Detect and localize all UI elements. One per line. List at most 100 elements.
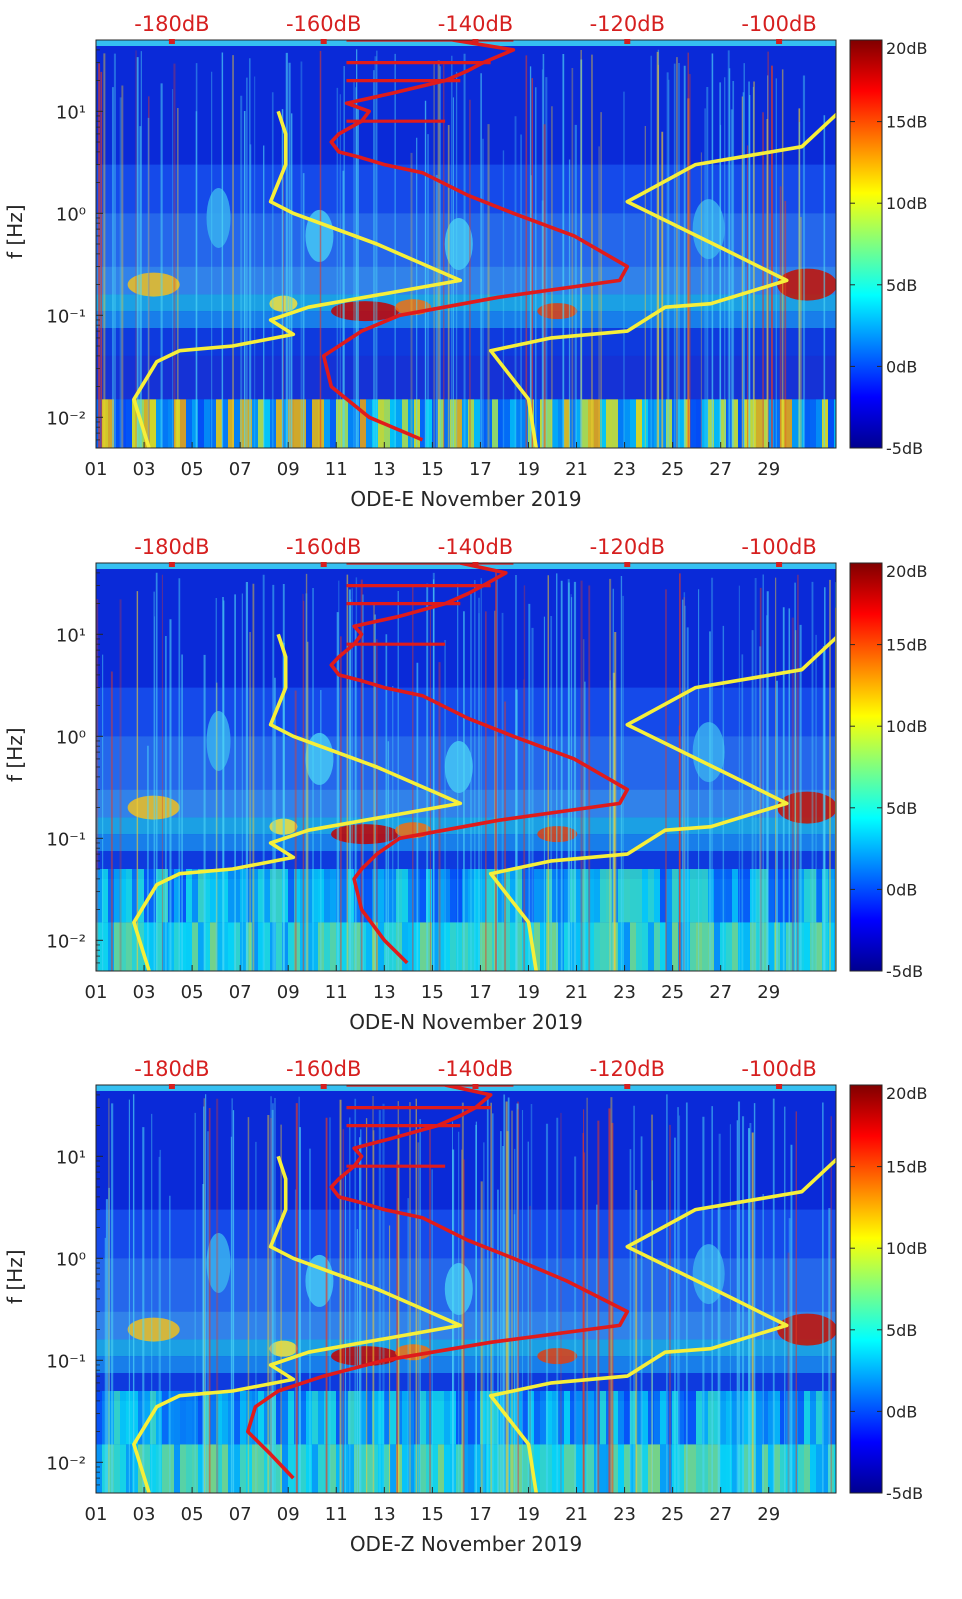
spectrogram-cell: [132, 869, 138, 923]
spectrogram-cell: [144, 1444, 150, 1493]
spectrogram-cell: [666, 1391, 672, 1445]
spectrogram-cell: [726, 922, 732, 971]
spectrogram-cell: [468, 1444, 474, 1493]
spectrogram-cell: [390, 1391, 396, 1445]
spectrogram-cell: [306, 1391, 312, 1445]
spectrogram-cell: [492, 399, 498, 448]
spectrogram-cell: [186, 869, 192, 923]
spectrogram-cell: [270, 922, 276, 971]
spectrogram-cell: [768, 922, 774, 971]
spectrogram-cell: [558, 1391, 564, 1445]
energy-blob: [777, 268, 836, 301]
spectrogram-cell: [714, 869, 720, 923]
colorbar-tick-label: -5dB: [886, 1484, 923, 1503]
db-tick-mark: [624, 39, 631, 44]
spectrogram-cell: [276, 869, 282, 923]
spectrogram-cell: [558, 1444, 564, 1493]
spectrogram-cell: [174, 869, 180, 923]
spectrogram-cell: [708, 922, 714, 971]
spectrogram-cell: [312, 1391, 318, 1445]
spectrogram-cell: [240, 1391, 246, 1445]
frequency-band: [96, 1356, 836, 1374]
energy-blob: [444, 741, 473, 793]
spectrogram-cell: [198, 869, 204, 923]
spectrogram-cell: [816, 1444, 822, 1493]
spectrogram-cell: [636, 922, 642, 971]
spectrogram-cell: [336, 1444, 342, 1493]
spectrogram-cell: [540, 1444, 546, 1493]
spectrogram-cell: [486, 1444, 492, 1493]
spectrogram-cell: [312, 922, 318, 971]
spectrogram-cell: [336, 869, 342, 923]
spectrogram-cell: [270, 1391, 276, 1445]
spectrogram-cell: [198, 922, 204, 971]
spectrogram-cell: [324, 922, 330, 971]
red-spectrum-curve: [329, 563, 630, 965]
spectrogram-cell: [720, 399, 726, 448]
spectrogram-cell: [456, 1391, 462, 1445]
spectrogram-cell: [396, 1391, 402, 1445]
db-tick-label: -120dB: [590, 535, 665, 559]
spectrogram-cell: [222, 1391, 228, 1445]
spectrogram-cell: [624, 399, 630, 448]
spectrogram-cell: [438, 399, 444, 448]
db-tick-mark: [624, 1084, 631, 1089]
spectrogram-cell: [516, 869, 522, 923]
spectrogram-cell: [240, 922, 246, 971]
spectrogram-cell: [570, 1444, 576, 1493]
spectrogram-cell: [318, 1444, 324, 1493]
spectrogram-cell: [534, 922, 540, 971]
energy-blob: [331, 301, 400, 322]
spectrogram-cell: [150, 1444, 156, 1493]
frequency-band: [96, 687, 836, 737]
panel-ode-e: 01 03 05 07 09 11 13 15 17 19 21 23 25 27 29 ODE-E Nove…: [3, 12, 928, 511]
yellow-noise-model-low: [132, 633, 463, 971]
y-tick-label: 10⁰: [56, 204, 86, 225]
spectrogram-cell: [174, 1391, 180, 1445]
spectrogram-cell: [330, 869, 336, 923]
spectrogram-cell: [564, 1391, 570, 1445]
spectrogram-cell: [144, 1391, 150, 1445]
db-tick-mark: [168, 39, 175, 44]
spectrogram-cell: [768, 1391, 774, 1445]
x-tick-label: 07: [229, 459, 252, 480]
spectrogram-cell: [510, 1391, 516, 1445]
spectrogram-cell: [816, 399, 822, 448]
spectrogram-cell: [330, 1391, 336, 1445]
spectrogram-cell: [702, 399, 708, 448]
x-tick-label: 15: [421, 459, 444, 480]
spectrogram-cell: [714, 922, 720, 971]
spectrogram-cell: [396, 869, 402, 923]
spectrogram-cell: [486, 399, 492, 448]
spectrogram-cell: [600, 1391, 606, 1445]
spectrogram-cell: [366, 869, 372, 923]
spectrogram-cell: [366, 1391, 372, 1445]
spectrogram-cell: [204, 399, 210, 448]
spectrogram-cell: [630, 399, 636, 448]
spectrogram-cell: [216, 1444, 222, 1493]
spectrogram-cell: [402, 1444, 408, 1493]
spectrogram-cell: [480, 1391, 486, 1445]
spectrogram-cell: [300, 869, 306, 923]
spectrogram-cell: [162, 869, 168, 923]
spectrogram-cell: [426, 869, 432, 923]
x-tick-label: 25: [661, 459, 684, 480]
spectrogram-cell: [762, 922, 768, 971]
spectrogram-cell: [180, 399, 186, 448]
spectrogram-cell: [426, 399, 432, 448]
energy-blob: [444, 218, 473, 270]
spectrogram-cell: [96, 1391, 102, 1445]
spectrogram-cell: [606, 922, 612, 971]
spectrogram-cell: [690, 399, 696, 448]
spectrogram-cell: [534, 1391, 540, 1445]
spectrogram-cell: [348, 1391, 354, 1445]
spectrogram-cell: [360, 1444, 366, 1493]
db-tick-label: -140dB: [438, 535, 513, 559]
spectrogram-cell: [336, 1391, 342, 1445]
x-axis-label: ODE-N November 2019: [349, 1010, 583, 1034]
spectrogram-cell: [456, 922, 462, 971]
db-tick-mark: [168, 1084, 175, 1089]
spectrogram-cell: [168, 1444, 174, 1493]
spectrogram-cell: [600, 1444, 606, 1493]
spectrogram-cell: [444, 869, 450, 923]
